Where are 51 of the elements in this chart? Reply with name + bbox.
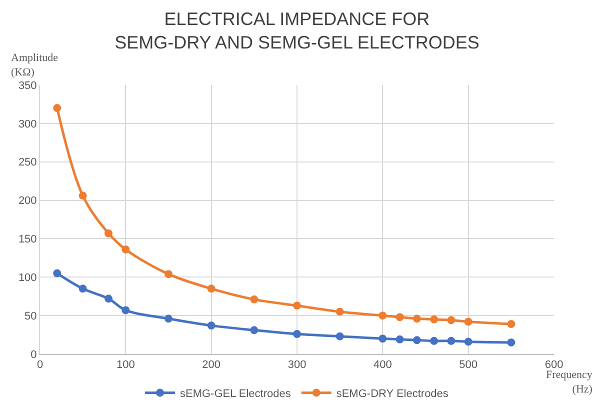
point (53, 269, 62, 278)
y-tick-label: 300 (18, 118, 37, 130)
x-tick-label: 500 (459, 359, 478, 372)
point (412, 314, 421, 323)
legend-label: sEMG-GEL Electrodes (180, 388, 292, 400)
point (507, 320, 516, 328)
point (447, 336, 456, 345)
y-tick-label: 50 (24, 310, 37, 322)
point (250, 326, 258, 334)
point (164, 270, 172, 278)
point (207, 284, 216, 293)
y-axis-title: Amplitude (KΩ) (11, 52, 58, 78)
point (412, 336, 421, 344)
point (53, 104, 62, 112)
x-axis-title: Frequency (Hz) (546, 369, 593, 396)
point (104, 229, 113, 238)
point (250, 295, 258, 304)
point (293, 330, 301, 338)
x-tick-label: 600 (544, 359, 564, 372)
point (293, 302, 301, 310)
point (396, 313, 404, 322)
point (378, 334, 387, 343)
point (104, 294, 113, 303)
point (430, 336, 438, 345)
point (396, 335, 404, 344)
point (336, 308, 344, 316)
x-tick-label: 200 (202, 359, 221, 372)
chart-title: ELECTRICAL IMPEDANCE FOR SEMG-DRY AND SEMG-GEL ELECTRODES (114, 9, 480, 53)
point (378, 312, 387, 320)
y-tick-label: 0 (30, 348, 37, 361)
point (336, 332, 344, 340)
point (122, 245, 130, 254)
x-tick-label: 300 (288, 359, 306, 372)
point (464, 338, 472, 346)
point (207, 322, 216, 330)
point (122, 306, 130, 314)
y-tick-label: 250 (18, 156, 37, 169)
point (507, 338, 516, 346)
point (430, 315, 438, 324)
point (447, 316, 456, 324)
y-tick-label: 150 (18, 234, 37, 246)
legend-label: sEMG-DRY Electrodes (336, 388, 449, 400)
point (164, 314, 172, 323)
x-tick-label: 100 (116, 359, 135, 372)
y-tick-label: 350 (18, 80, 37, 92)
y-tick-label: 200 (18, 195, 37, 208)
point (78, 284, 87, 293)
x-tick-label: 400 (373, 359, 392, 372)
point (78, 192, 87, 200)
y-tick-label: 100 (18, 272, 37, 284)
point (464, 318, 472, 326)
